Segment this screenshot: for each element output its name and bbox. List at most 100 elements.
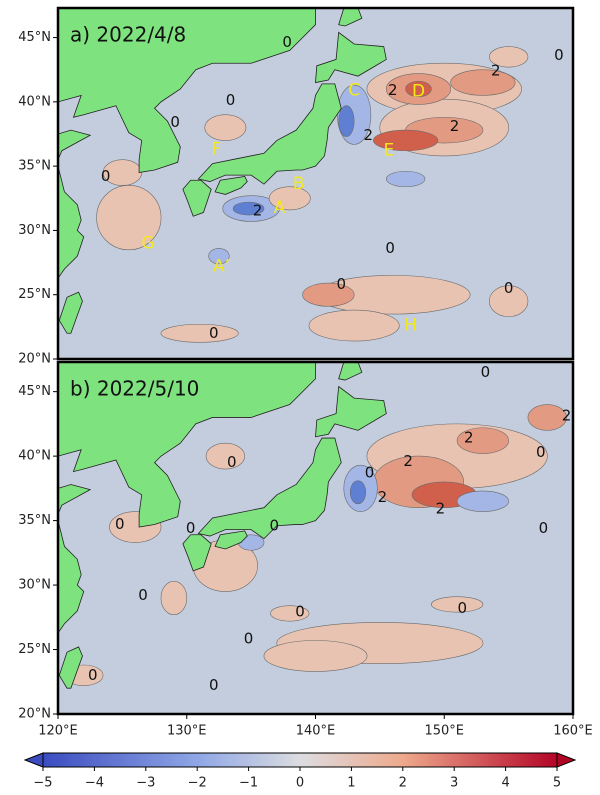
land: [197, 437, 342, 540]
land: [182, 534, 212, 572]
contour-label: 2: [491, 62, 501, 80]
contour-label: 0: [209, 324, 219, 342]
anomaly-area: [268, 186, 311, 211]
anomaly-area: [456, 427, 509, 454]
anomaly-area: [488, 285, 529, 317]
region-label: C: [348, 80, 360, 100]
region-label: A: [274, 198, 286, 218]
contour-label: 0: [226, 91, 236, 109]
colorbar-extend-low: [23, 752, 44, 768]
contour-label: 2: [403, 452, 413, 470]
panel-title: a) 2022/4/8: [70, 23, 186, 47]
anomaly-area: [208, 248, 230, 265]
contour-label: 0: [88, 666, 98, 684]
y-tick-label: 20°N: [18, 707, 51, 722]
anomaly-area: [527, 404, 567, 431]
land: [315, 385, 387, 438]
colorbar-tick-label: 5: [553, 776, 561, 791]
contour-label: 2: [378, 488, 388, 506]
colorbar-tick-label: −3: [136, 776, 155, 791]
contour-label: 0: [365, 463, 375, 481]
contour-label: 0: [270, 516, 280, 534]
anomaly-area: [338, 105, 355, 137]
x-tick-label: 160°E: [553, 724, 593, 739]
region-label: G: [142, 233, 155, 253]
land: [58, 362, 316, 528]
contour-label: 2: [388, 81, 398, 99]
anomaly-area: [302, 282, 355, 307]
anomaly-area: [308, 309, 400, 342]
colorbar-tick-label: 0: [296, 776, 304, 791]
colorbar-tick-label: −2: [188, 776, 207, 791]
colorbar-tick-label: −1: [239, 776, 258, 791]
contour-label: 0: [481, 363, 491, 381]
y-tick-label: 45°N: [18, 384, 51, 399]
y-tick-label: 25°N: [18, 642, 51, 657]
anomaly-area: [96, 185, 162, 251]
x-tick-label: 120°E: [38, 724, 78, 739]
contour-label: 0: [227, 453, 237, 471]
anomaly-area: [431, 596, 484, 613]
x-tick-label: 130°E: [167, 724, 207, 739]
y-tick-label: 40°N: [18, 94, 51, 109]
land: [58, 484, 92, 515]
y-tick-label: 35°N: [18, 513, 51, 528]
colorbar-tick-label: 3: [450, 776, 458, 791]
y-tick-label: 40°N: [18, 449, 51, 464]
region-label: D: [412, 82, 425, 102]
anomaly-area: [263, 640, 368, 672]
contour-label: 0: [244, 630, 254, 648]
anomaly-area: [349, 480, 367, 505]
contour-label: 0: [539, 519, 549, 537]
contour-label: 0: [536, 443, 546, 461]
land: [214, 175, 248, 195]
contour-label: 2: [436, 499, 446, 517]
land: [58, 646, 83, 689]
colorbar-tick-label: 2: [399, 776, 407, 791]
y-tick-label: 20°N: [18, 352, 51, 367]
anomaly-area: [456, 490, 509, 512]
anomaly-area: [205, 442, 246, 470]
y-tick-label: 25°N: [18, 287, 51, 302]
contour-label: 0: [554, 46, 564, 64]
region-label: E: [384, 141, 395, 161]
y-tick-label: 30°N: [18, 223, 51, 238]
anomaly-area: [102, 159, 143, 186]
colorbar-tick-label: 1: [347, 776, 355, 791]
land: [315, 31, 387, 84]
contour-label: 2: [450, 117, 460, 135]
contour-label: 0: [336, 275, 346, 293]
colorbar-tick-label: 4: [501, 776, 509, 791]
contour-label: 0: [504, 279, 514, 297]
contour-label: 0: [101, 167, 111, 185]
colorbar-tick-label: −4: [85, 776, 104, 791]
contour-label: 2: [562, 407, 572, 425]
panel-frame: [56, 6, 575, 361]
y-tick-label: 30°N: [18, 578, 51, 593]
land: [182, 179, 212, 217]
anomaly-area: [405, 80, 432, 98]
contour-label: 0: [186, 519, 196, 537]
land: [214, 530, 248, 550]
contour-label: 0: [209, 676, 219, 694]
anomaly-area: [488, 46, 529, 68]
region-label: F: [211, 139, 221, 159]
anomaly-area: [450, 69, 516, 96]
region-label: H: [404, 316, 417, 336]
land: [58, 165, 85, 279]
anomaly-area: [385, 170, 426, 188]
anomaly-area: [204, 114, 247, 141]
y-tick-label: 35°N: [18, 159, 51, 174]
map-panel: [58, 8, 573, 359]
land: [58, 520, 85, 634]
land: [58, 129, 92, 160]
contour-label: 0: [385, 239, 395, 257]
panel-title: b) 2022/5/10: [70, 377, 199, 401]
colorbar: [43, 753, 557, 767]
colorbar-tick-label: −5: [33, 776, 52, 791]
anomaly-area: [160, 580, 188, 616]
x-tick-label: 150°E: [424, 724, 464, 739]
anomaly-area: [160, 323, 239, 343]
contour-label: 0: [458, 599, 468, 617]
